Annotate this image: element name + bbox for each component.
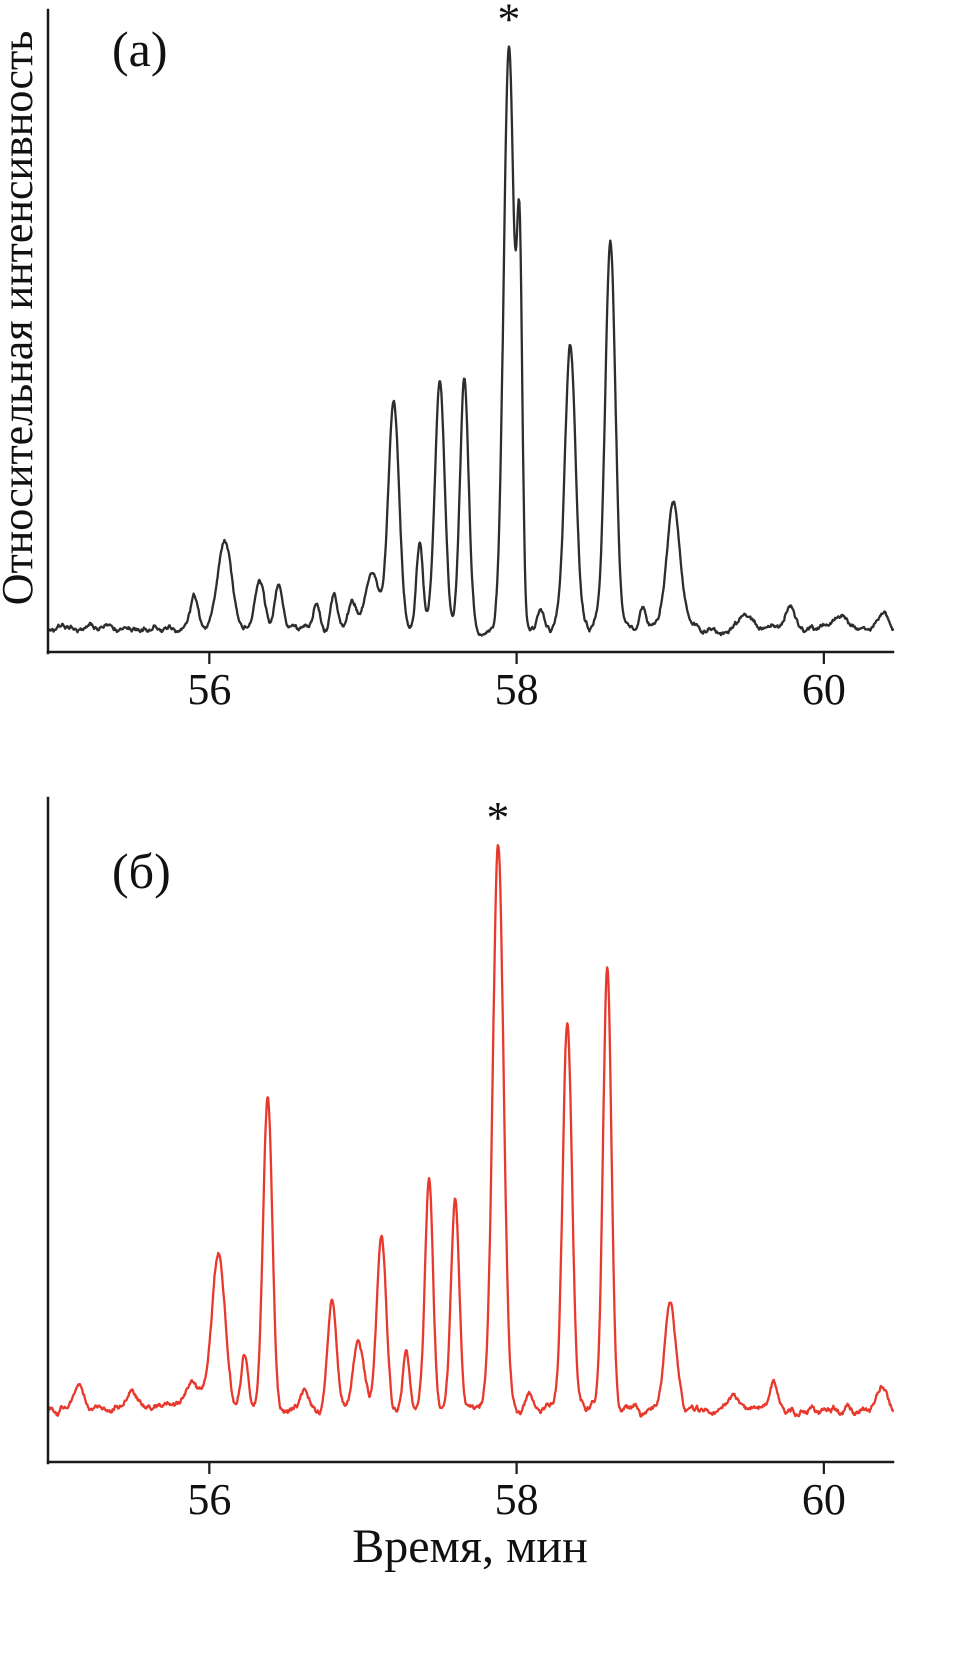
x-tick-label-a-58: 58 — [495, 665, 539, 714]
y-axis-label: Относительная интенсивность — [0, 31, 42, 606]
trace-a — [46, 45, 895, 637]
x-tick-label-a-60: 60 — [802, 665, 846, 714]
panel-b-label: (б) — [112, 843, 171, 899]
x-tick-label-b-60: 60 — [802, 1475, 846, 1524]
x-axis-label: Время, мин — [352, 1520, 588, 1573]
asterisk-annotation-b: * — [486, 792, 509, 843]
x-tick-label-a-56: 56 — [187, 665, 231, 714]
panel-a: 56 58 60 (а) * — [46, 0, 895, 714]
panel-a-label: (а) — [112, 21, 168, 77]
asterisk-annotation-a: * — [497, 0, 520, 45]
x-tick-label-b-58: 58 — [495, 1475, 539, 1524]
x-tick-label-b-56: 56 — [187, 1475, 231, 1524]
panel-b: 56 58 60 (б) * Время, мин — [46, 792, 895, 1573]
trace-b — [46, 844, 895, 1418]
